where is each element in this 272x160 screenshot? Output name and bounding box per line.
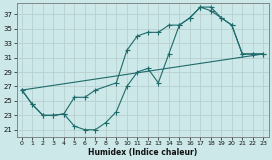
X-axis label: Humidex (Indice chaleur): Humidex (Indice chaleur): [88, 148, 197, 156]
